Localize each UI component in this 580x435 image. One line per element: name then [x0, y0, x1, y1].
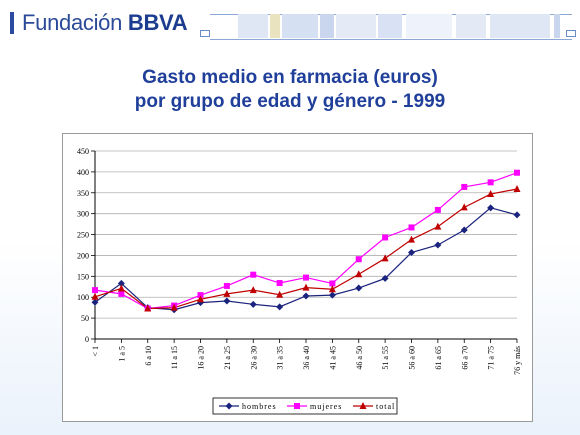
- data-point-square: [276, 280, 283, 287]
- data-point-diamond: [276, 303, 284, 311]
- data-point-square: [461, 183, 468, 190]
- x-tick-label: 26 a 30: [249, 346, 258, 370]
- data-point-square: [355, 256, 362, 263]
- data-point-diamond: [197, 299, 204, 307]
- header-cap-right: [566, 30, 576, 37]
- y-tick-label: 0: [85, 335, 89, 344]
- data-point-triangle: [276, 290, 284, 298]
- brand-name-light: Fundación: [22, 10, 128, 35]
- y-tick-label: 450: [77, 147, 89, 156]
- data-point-diamond: [223, 297, 231, 305]
- slide-title-line2: por grupo de edad y género - 1999: [134, 91, 446, 112]
- data-point-diamond: [355, 284, 363, 292]
- data-point-diamond: [91, 298, 99, 306]
- data-point-square: [382, 234, 389, 241]
- x-tick-label: 56 a 60: [408, 346, 417, 370]
- data-point-triangle: [117, 284, 125, 292]
- header-pattern: [238, 14, 560, 38]
- data-point-diamond: [408, 249, 415, 257]
- data-point-triangle: [460, 203, 468, 211]
- y-tick-label: 200: [77, 251, 89, 260]
- legend-label-mujeres: mujeres: [310, 402, 342, 411]
- data-point-diamond: [117, 279, 125, 287]
- y-tick-label: 350: [77, 189, 89, 198]
- x-tick-label: 41 a 45: [328, 346, 337, 370]
- y-tick-label: 50: [81, 314, 89, 323]
- chart-frame: 0 50 100 150 200 250 300 350 400 450 < 1 1 a 5 6 a 1…: [62, 133, 533, 422]
- line-chart: 0 50 100 150 200 250 300 350 400 450 < 1 1 a 5 6 a 1…: [77, 147, 522, 415]
- data-point-square: [303, 274, 309, 281]
- data-point-triangle: [359, 402, 367, 409]
- data-point-square: [92, 287, 98, 294]
- data-point-triangle: [487, 190, 495, 198]
- brand-logo: Fundación BBVA: [22, 10, 188, 36]
- x-tick-label: 1 a 5: [117, 346, 126, 362]
- y-tick-label: 250: [77, 231, 89, 240]
- y-tick-label: 100: [77, 293, 89, 302]
- data-point-square: [250, 271, 257, 278]
- data-point-triangle: [249, 286, 257, 294]
- data-point-triangle: [408, 235, 415, 243]
- y-tick-label: 400: [77, 168, 89, 177]
- x-tick-label: 66 a 70: [460, 346, 469, 370]
- x-tick-label: 51 a 55: [381, 346, 390, 370]
- data-point-square: [514, 169, 520, 176]
- x-tick-label: 71 a 75: [487, 346, 496, 370]
- data-point-diamond: [381, 274, 389, 282]
- data-point-triangle: [434, 222, 442, 230]
- data-point-triangle: [355, 270, 363, 278]
- data-point-square: [223, 282, 230, 289]
- data-point-triangle: [91, 292, 99, 300]
- data-point-triangle: [302, 283, 310, 291]
- data-point-diamond: [513, 211, 521, 219]
- slide-title-line1: Gasto medio en farmacia (euros): [142, 67, 438, 88]
- data-point-square: [118, 290, 125, 297]
- data-point-diamond: [487, 204, 495, 212]
- header-cap-left: [200, 30, 210, 37]
- y-tick-label: 300: [77, 210, 89, 219]
- data-point-diamond: [434, 241, 442, 249]
- data-point-square: [434, 206, 441, 213]
- data-point-triangle: [513, 185, 521, 193]
- slide-header: Fundación BBVA: [0, 0, 580, 48]
- data-point-square: [408, 224, 415, 231]
- x-tick-label: 16 a 20: [197, 346, 206, 370]
- data-point-diamond: [460, 226, 468, 234]
- legend-label-total: total: [376, 402, 395, 411]
- data-point-diamond: [249, 300, 257, 308]
- data-point-triangle: [381, 254, 389, 262]
- x-tick-label: 36 a 40: [302, 346, 311, 370]
- brand-name-bold: BBVA: [127, 10, 188, 35]
- x-tick-label: 31 a 35: [276, 346, 285, 370]
- data-point-diamond: [225, 402, 233, 410]
- legend-label-hombres: hombres: [242, 402, 277, 411]
- x-tick-label: 11 a 15: [170, 346, 179, 369]
- data-point-square: [294, 403, 300, 409]
- x-tick-label: 21 a 25: [223, 346, 232, 370]
- x-tick-label: 6 a 10: [144, 346, 153, 366]
- data-point-diamond: [302, 292, 310, 300]
- data-point-square: [329, 280, 336, 287]
- x-tick-label: 61 a 65: [434, 346, 443, 370]
- x-tick-label: 46 a 50: [355, 346, 364, 370]
- data-point-triangle: [144, 304, 152, 312]
- data-point-diamond: [328, 291, 336, 299]
- logo-mark: [10, 12, 14, 34]
- y-tick-label: 150: [77, 272, 89, 281]
- x-tick-label: 76 y más: [513, 346, 522, 375]
- data-point-triangle: [197, 295, 204, 303]
- data-point-triangle: [223, 289, 231, 297]
- x-tick-label: < 1: [91, 346, 100, 357]
- data-point-square: [487, 179, 494, 186]
- data-point-triangle: [328, 285, 336, 293]
- data-point-square: [197, 292, 204, 299]
- data-point-triangle: [170, 303, 178, 311]
